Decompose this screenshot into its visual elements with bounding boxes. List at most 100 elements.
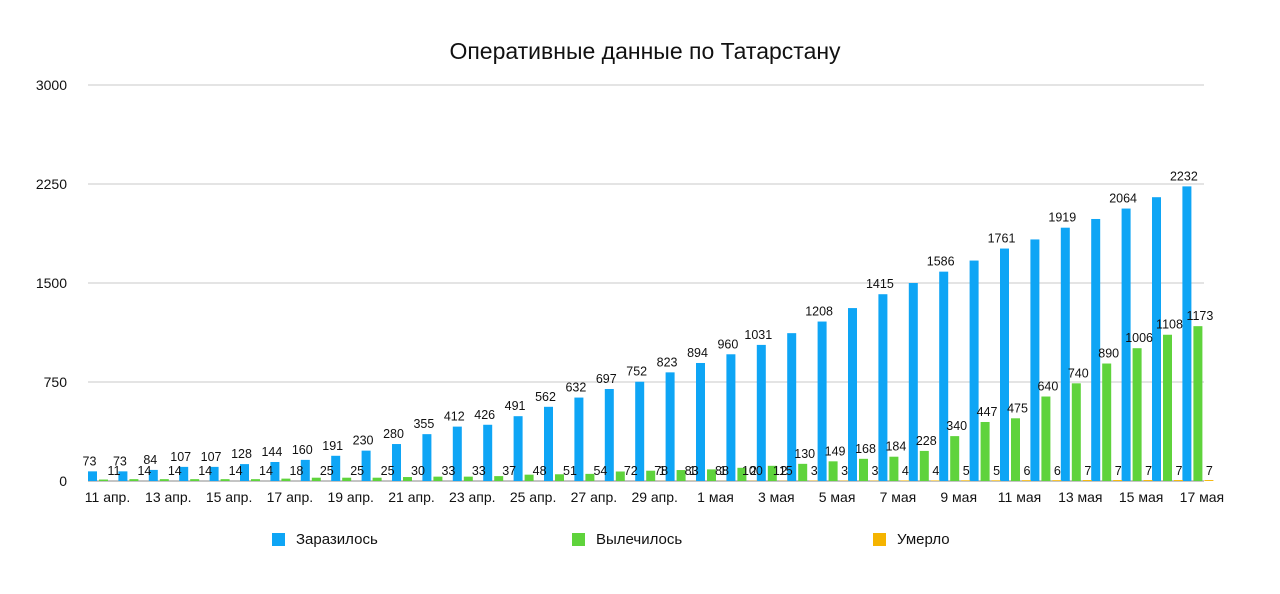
x-tick-label: 25 апр. [510, 489, 557, 505]
legend-item-infected: Заразилось [272, 531, 378, 548]
data-label: 14 [229, 464, 243, 478]
data-label: 491 [505, 399, 526, 413]
bar [190, 479, 200, 481]
data-label: 7 [1206, 464, 1213, 478]
data-label: 1415 [866, 277, 894, 291]
data-label: 18 [289, 464, 303, 478]
bar [209, 466, 219, 481]
data-label: 33 [472, 464, 486, 478]
bar [281, 478, 291, 481]
data-label: 11 [108, 464, 121, 478]
data-label: 475 [1007, 401, 1028, 415]
data-label: 48 [533, 464, 547, 478]
bar [372, 477, 382, 481]
bar [991, 480, 1001, 481]
bar [1193, 326, 1203, 481]
bar [828, 461, 838, 481]
data-label: 6 [1054, 464, 1061, 478]
x-tick-label: 27 апр. [571, 489, 618, 505]
bar [1022, 480, 1031, 481]
bar [1132, 348, 1142, 481]
x-tick-label: 23 апр. [449, 489, 496, 505]
x-tick-label: 29 апр. [631, 489, 678, 505]
bar [494, 476, 504, 481]
bar [463, 476, 473, 481]
data-label: 1108 [1156, 318, 1183, 332]
bar [1204, 480, 1214, 481]
data-label: 640 [1037, 380, 1058, 394]
bar [220, 479, 230, 481]
data-label: 128 [231, 447, 252, 461]
bar [798, 463, 808, 481]
bar [787, 333, 797, 481]
x-tick-label: 15 мая [1119, 489, 1163, 505]
x-tick-label: 19 апр. [327, 489, 374, 505]
data-label: 5 [993, 464, 1000, 478]
data-label: 1173 [1186, 309, 1213, 323]
data-label: 447 [977, 405, 998, 419]
x-tick-label: 17 мая [1180, 489, 1224, 505]
data-label: 890 [1098, 347, 1119, 361]
data-label: 14 [168, 464, 182, 478]
x-tick-label: 15 апр. [206, 489, 253, 505]
legend-label-infected: Заразилось [296, 531, 378, 548]
bar [585, 473, 595, 481]
legend-item-recovered: Вылечилось [572, 531, 682, 548]
bar [452, 426, 462, 481]
legend-label-died: Умерло [897, 531, 950, 548]
legend-swatch-died [873, 533, 886, 546]
bar [1030, 239, 1040, 481]
x-tick-label: 3 мая [758, 489, 795, 505]
data-label: 752 [626, 365, 647, 379]
bar [859, 458, 868, 481]
bar [1082, 480, 1092, 481]
data-label: 30 [411, 464, 425, 478]
data-label: 1586 [927, 255, 955, 269]
data-label: 355 [413, 417, 434, 431]
data-label: 107 [170, 450, 191, 464]
data-label: 4 [902, 464, 909, 478]
legend-swatch-infected [272, 533, 285, 546]
data-label: 7 [1176, 464, 1183, 478]
data-label: 184 [885, 440, 906, 454]
data-label: 1919 [1048, 211, 1076, 225]
data-label: 3 [872, 464, 879, 478]
bar [767, 465, 777, 481]
data-label: 412 [444, 410, 465, 424]
bar [159, 479, 169, 481]
data-label: 83 [685, 464, 699, 478]
bar [1163, 334, 1172, 481]
bar [422, 434, 432, 481]
x-tick-label: 1 мая [697, 489, 734, 505]
data-label: 14 [137, 464, 151, 478]
data-label: 632 [565, 381, 586, 395]
data-label: 78 [654, 464, 668, 478]
bar [950, 436, 960, 481]
data-label: 6 [1024, 464, 1031, 478]
bar [361, 450, 371, 481]
data-label: 168 [855, 442, 876, 456]
bar [817, 321, 827, 481]
data-label: 1761 [988, 232, 1016, 246]
data-label: 73 [113, 454, 127, 468]
x-tick-label: 9 мая [940, 489, 977, 505]
x-tick-label: 5 мая [819, 489, 856, 505]
y-tick-label: 2250 [36, 176, 67, 192]
bar [392, 444, 401, 481]
data-label: 2232 [1170, 169, 1198, 183]
bar [513, 416, 523, 481]
bar [483, 424, 493, 481]
data-label: 1 [720, 464, 727, 478]
bar [1174, 480, 1183, 481]
data-label: 144 [261, 445, 282, 459]
bar [1000, 248, 1009, 481]
data-label: 51 [563, 464, 577, 478]
data-label: 14 [198, 464, 212, 478]
data-label: 33 [441, 464, 455, 478]
data-label: 740 [1068, 366, 1089, 380]
data-label: 562 [535, 390, 556, 404]
data-label: 25 [381, 464, 395, 478]
data-label: 3 [841, 464, 848, 478]
